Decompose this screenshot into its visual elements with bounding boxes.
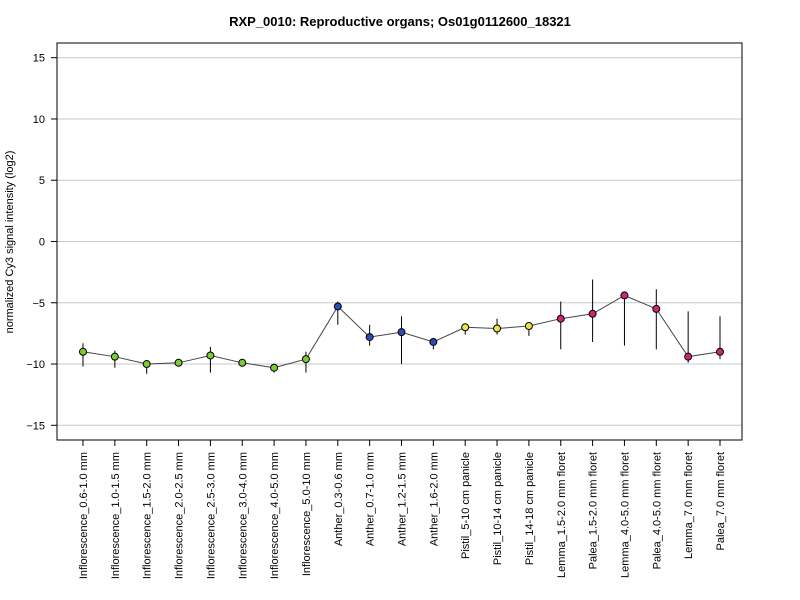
chart-title: RXP_0010: Reproductive organs; Os01g0112…: [229, 14, 571, 29]
grid-lines: [57, 57, 742, 426]
y-tick-label: −15: [26, 420, 45, 432]
data-point: [588, 309, 597, 318]
data-point: [684, 352, 693, 361]
x-tick-label: Pistil_5-10 cm panicle: [460, 452, 472, 559]
x-tick-label: Lemma_1.5-2.0 mm floret: [556, 452, 568, 578]
data-point: [493, 324, 502, 333]
x-tick-label: Anther_0.3-0.6 mm: [333, 452, 345, 546]
x-tick-label: Lemma_4.0-5.0 mm floret: [619, 452, 631, 578]
x-tick-label: Inflorescence_3.0-4.0 mm: [237, 452, 249, 579]
data-point: [716, 347, 724, 356]
data-point: [620, 291, 629, 300]
y-tick-label: 10: [33, 114, 45, 126]
x-tick-label: Inflorescence_2.5-3.0 mm: [205, 452, 217, 579]
y-tick-label: 15: [33, 53, 45, 65]
data-point: [333, 302, 342, 311]
data-point: [652, 304, 661, 313]
x-tick-label: Lemma_7.0 mm floret: [683, 452, 695, 559]
x-tick-label: Inflorescence_2.0-2.5 mm: [174, 452, 186, 579]
y-tick-label: 0: [39, 237, 45, 249]
x-tick-label: Inflorescence_1.0-1.5 mm: [110, 452, 122, 579]
x-tick-label: Pistil_14-18 cm panicle: [524, 452, 536, 565]
y-axis-ticks: 15 10 5 0 −5 −10 −15: [26, 53, 57, 432]
data-point: [142, 360, 151, 369]
data-point: [270, 363, 279, 372]
x-tick-label: Inflorescence_0.6-1.0 mm: [78, 452, 90, 579]
data-point: [365, 333, 374, 342]
data-point: [301, 355, 310, 364]
data-point: [174, 358, 183, 367]
y-tick-label: 5: [39, 175, 45, 187]
data-points: [79, 291, 724, 372]
plot-frame: [56, 42, 743, 441]
x-tick-label: Anther_1.6-2.0 mm: [428, 452, 440, 546]
data-point: [397, 328, 406, 337]
x-tick-label: Inflorescence_1.5-2.0 mm: [142, 452, 154, 579]
data-point: [429, 337, 438, 346]
x-tick-label: Palea_7.0 mm floret: [715, 452, 727, 550]
y-tick-label: −5: [32, 298, 45, 310]
y-axis-label: normalized Cy3 signal intensity (log2): [4, 151, 16, 334]
x-axis-ticks: Inflorescence_0.6-1.0 mm Inflorescence_1.…: [78, 440, 727, 579]
y-tick-label: −10: [26, 359, 45, 371]
data-point: [556, 314, 565, 323]
x-tick-label: Inflorescence_5.0-10 mm: [301, 452, 313, 576]
data-point: [524, 322, 533, 331]
data-point: [238, 358, 247, 367]
data-point: [110, 352, 119, 361]
x-tick-label: Anther_1.2-1.5 mm: [397, 452, 409, 546]
x-tick-label: Pistil_10-14 cm panicle: [492, 452, 504, 565]
x-tick-label: Palea_1.5-2.0 mm floret: [588, 452, 600, 569]
x-tick-label: Palea_4.0-5.0 mm floret: [651, 452, 663, 569]
x-tick-label: Inflorescence_4.0-5.0 mm: [269, 452, 281, 579]
x-tick-label: Anther_0.7-1.0 mm: [365, 452, 377, 546]
data-point: [206, 351, 215, 360]
data-point: [461, 323, 470, 332]
data-point: [79, 347, 87, 356]
